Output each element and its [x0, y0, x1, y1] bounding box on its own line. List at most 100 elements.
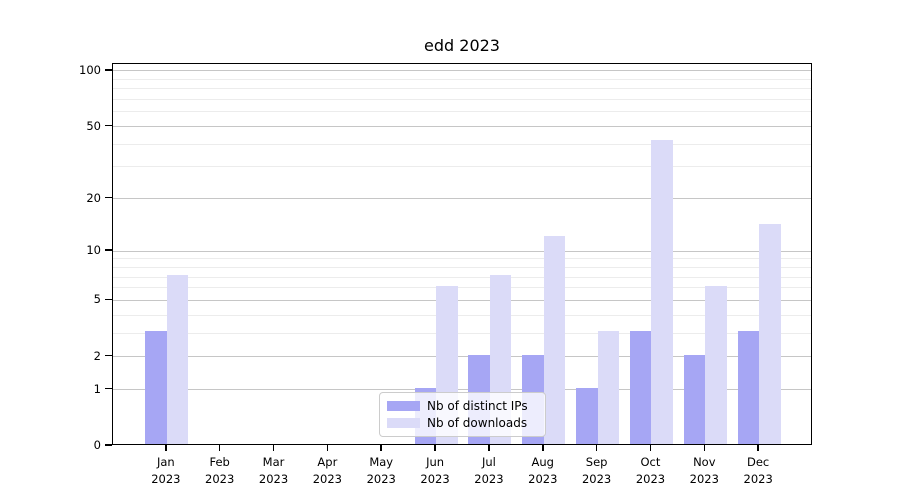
y-gridline-minor-3: [113, 332, 811, 334]
bar-distinct-ips-oct: [629, 331, 652, 444]
y-gridline-1: [113, 389, 811, 391]
y-gridline-100: [113, 70, 811, 72]
x-tick-nov: [703, 445, 706, 451]
y-gridline-minor-6: [113, 287, 811, 289]
x-tick-label-sep: Sep 2023: [565, 454, 629, 487]
x-tick-jan: [165, 445, 167, 451]
x-tick-apr: [326, 445, 329, 451]
y-tick-label-50: 50: [86, 118, 101, 133]
bar-distinct-ips-dec: [737, 331, 760, 444]
x-tick-label-month: May: [369, 455, 394, 469]
x-tick-jun: [434, 445, 436, 451]
x-tick-label-month: Sep: [585, 455, 608, 469]
x-tick-label-jan: Jan 2023: [134, 454, 198, 487]
y-gridline-50: [113, 126, 811, 127]
x-tick-label-year: 2023: [258, 471, 289, 486]
x-tick-label-year: 2023: [366, 471, 396, 486]
x-tick-label-month: Dec: [747, 455, 770, 469]
y-gridline-5: [113, 299, 811, 301]
x-tick-label-year: 2023: [151, 471, 181, 486]
y-gridline-10: [113, 250, 811, 252]
x-tick-sep: [595, 445, 598, 451]
bar-distinct-ips-sep: [576, 387, 598, 444]
x-tick-label-month: Apr: [317, 455, 338, 469]
y-gridline-minor-8: [113, 266, 811, 268]
x-tick-label-year: 2023: [581, 471, 612, 486]
y-tick-label-20: 20: [86, 190, 101, 205]
y-gridline-minor-60: [113, 111, 811, 113]
x-tick-feb: [218, 445, 221, 451]
legend-label-distinct-ips: Nb of distinct IPs: [427, 399, 528, 413]
x-tick-label-year: 2023: [474, 471, 504, 486]
y-tick-label-2: 2: [93, 348, 101, 363]
bar-downloads-oct: [651, 140, 673, 444]
x-tick-label-oct: Oct 2023: [618, 454, 682, 487]
y-tick-label-0: 0: [93, 438, 101, 452]
bar-distinct-ips-nov: [683, 354, 706, 444]
legend-swatch-downloads-icon: [387, 418, 420, 428]
x-tick-label-year: 2023: [743, 471, 773, 486]
y-tick-50: [105, 124, 112, 127]
bar-distinct-ips-jan: [145, 331, 167, 444]
y-tick-label-100: 100: [79, 62, 101, 77]
x-tick-label-nov: Nov 2023: [672, 454, 736, 487]
x-tick-label-month: Jan: [156, 455, 175, 469]
x-tick-label-year: 2023: [420, 471, 450, 486]
y-gridline-minor-30: [113, 166, 811, 168]
y-tick-20: [105, 196, 112, 199]
y-gridline-minor-90: [113, 78, 811, 80]
legend: Nb of distinct IPs Nb of downloads: [379, 392, 546, 437]
x-tick-label-year: 2023: [635, 471, 666, 486]
bar-downloads-nov: [705, 285, 727, 444]
x-tick-may: [380, 445, 382, 451]
x-tick-label-month: Mar: [262, 455, 285, 469]
y-gridline-minor-7: [113, 276, 811, 278]
bar-downloads-jan: [166, 275, 189, 444]
y-gridline-minor-4: [113, 314, 811, 316]
x-tick-label-month: Jun: [426, 455, 445, 469]
x-tick-label-month: Aug: [531, 455, 554, 469]
x-tick-label-month: Feb: [209, 455, 230, 469]
x-tick-label-month: Oct: [640, 455, 661, 469]
y-tick-10: [105, 249, 112, 251]
x-tick-aug: [542, 445, 544, 451]
plot-area: Nb of distinct IPs Nb of downloads: [112, 63, 812, 445]
y-tick-label-5: 5: [93, 292, 101, 307]
x-tick-label-aug: Aug 2023: [511, 454, 575, 487]
y-gridline-minor-40: [113, 143, 811, 145]
x-tick-label-year: 2023: [528, 471, 558, 486]
x-tick-label-may: May 2023: [349, 454, 413, 487]
x-tick-label-month: Jul: [481, 455, 496, 469]
x-tick-label-year: 2023: [689, 471, 719, 486]
bar-downloads-aug: [543, 235, 566, 444]
x-tick-jul: [488, 445, 490, 451]
legend-row-downloads: Nb of downloads: [387, 416, 545, 430]
x-tick-label-feb: Feb 2023: [188, 454, 252, 487]
x-tick-label-jul: Jul 2023: [457, 454, 521, 487]
legend-swatch-distinct-ips-icon: [387, 401, 420, 411]
y-tick-label-1: 1: [93, 381, 101, 396]
y-gridline-minor-80: [113, 88, 811, 90]
y-tick-1: [105, 387, 112, 390]
x-tick-oct: [649, 445, 652, 451]
legend-label-downloads: Nb of downloads: [427, 416, 528, 430]
x-tick-label-jun: Jun 2023: [403, 454, 467, 487]
bar-downloads-dec: [759, 223, 781, 444]
x-tick-label-month: Nov: [693, 455, 716, 469]
x-tick-label-apr: Apr 2023: [295, 454, 359, 487]
chart-title: edd 2023: [424, 36, 500, 55]
y-gridline-2: [113, 356, 811, 358]
y-tick-5: [105, 298, 112, 301]
y-tick-label-10: 10: [86, 243, 101, 258]
bar-downloads-sep: [597, 331, 620, 444]
y-gridline-minor-9: [113, 258, 811, 260]
x-tick-label-year: 2023: [205, 471, 235, 486]
x-tick-dec: [757, 445, 759, 451]
legend-row-distinct-ips: Nb of distinct IPs: [387, 399, 545, 413]
y-tick-100: [105, 69, 112, 71]
y-gridline-20: [113, 198, 811, 200]
x-tick-mar: [272, 445, 275, 451]
y-gridline-minor-70: [113, 99, 811, 101]
x-tick-label-mar: Mar 2023: [242, 454, 306, 487]
